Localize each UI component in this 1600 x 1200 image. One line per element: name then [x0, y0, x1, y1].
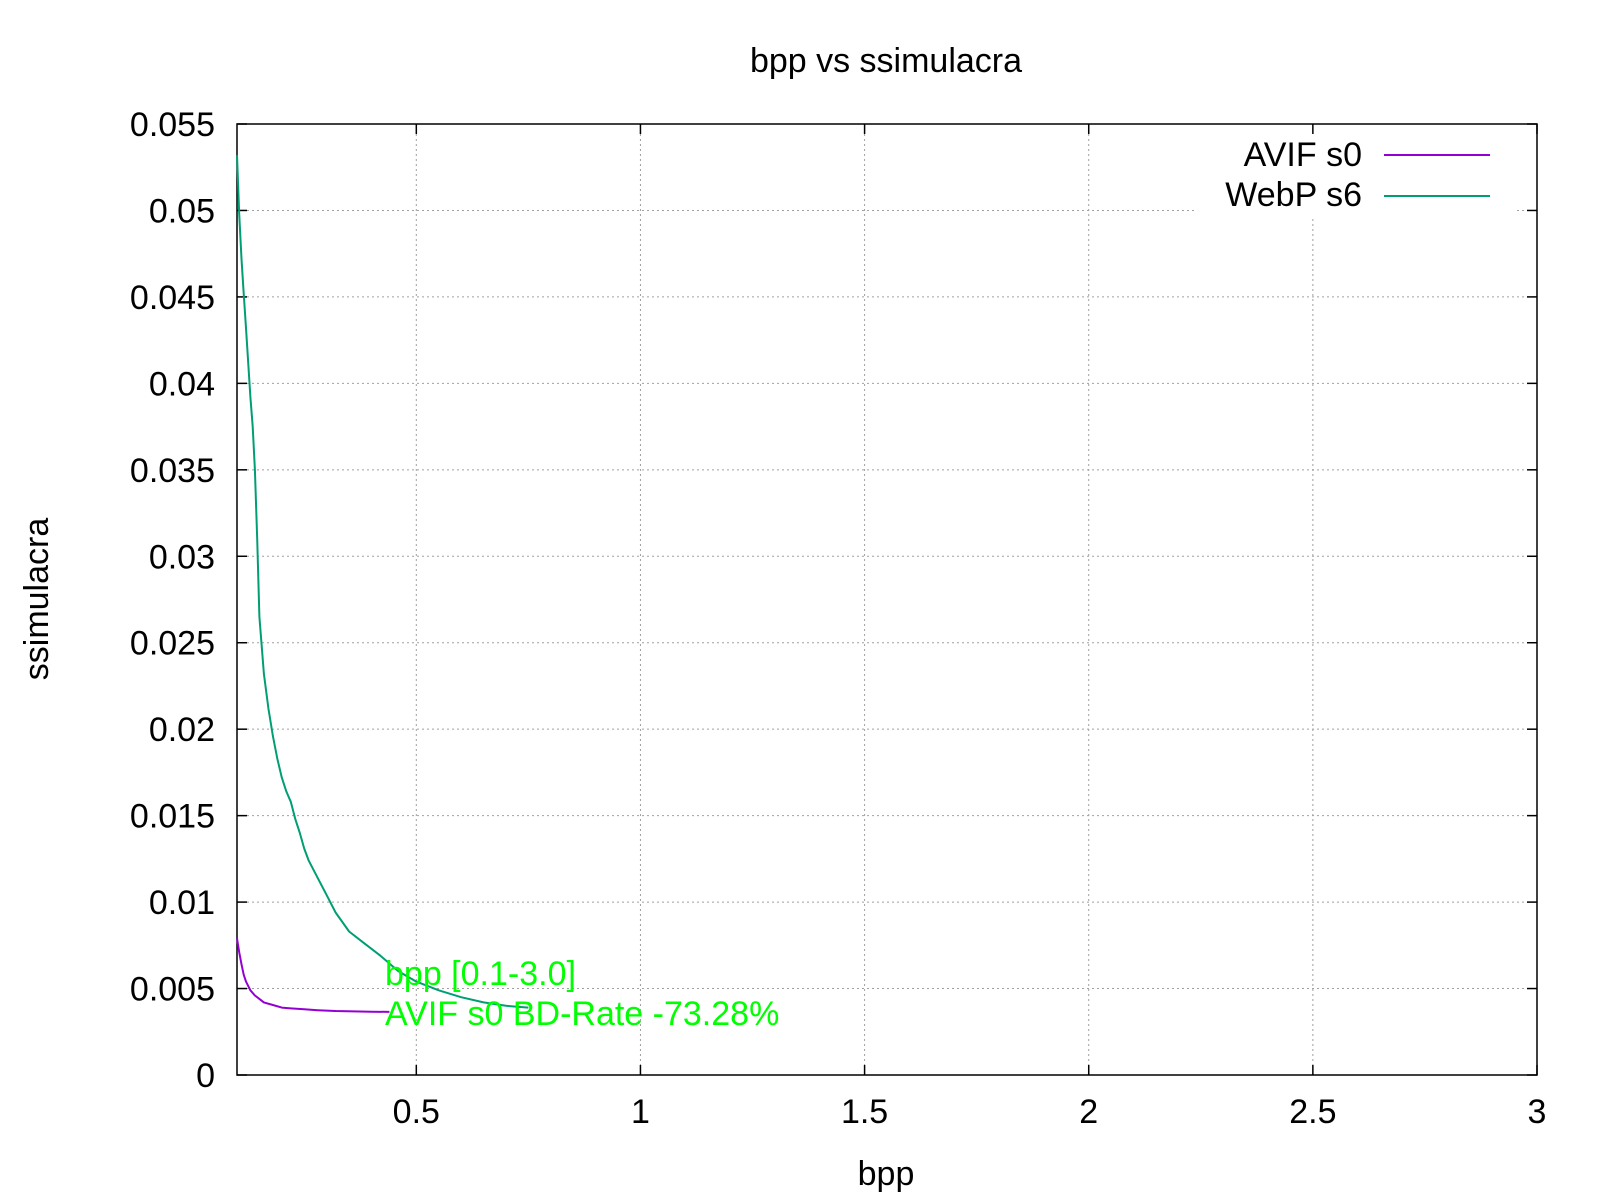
y-axis: 0 0.005 0.01 0.015 0.02 0.025 0.03 0.035 0.04 0.0… — [130, 106, 1537, 1095]
x-tick-label: 1 — [631, 1093, 650, 1131]
chart-title: bpp vs ssimulacra — [750, 42, 1022, 80]
y-tick-label: 0.01 — [149, 884, 215, 922]
plot-frame — [236, 123, 1538, 1076]
legend: AVIF s0 WebP s6 — [1195, 134, 1515, 216]
annotation-bd-rate: AVIF s0 BD-Rate -73.28% — [385, 995, 779, 1033]
x-tick-label: 0.5 — [393, 1093, 440, 1131]
y-tick-label: 0.05 — [149, 192, 215, 230]
x-axis-title: bpp — [858, 1155, 915, 1193]
y-tick-label: 0.015 — [130, 798, 215, 836]
legend-label-webp: WebP s6 — [1225, 176, 1362, 214]
x-tick-label: 1.5 — [841, 1093, 888, 1131]
y-tick-label: 0.02 — [149, 711, 215, 749]
y-tick-label: 0.04 — [149, 365, 215, 403]
annotation-bpp-range: bpp [0.1-3.0] — [385, 955, 576, 993]
legend-label-avif: AVIF s0 — [1244, 136, 1362, 174]
y-tick-label: 0.03 — [149, 538, 215, 576]
series-line-webp-s6 — [236, 155, 529, 1009]
x-axis: 0.5 1 1.5 2 2.5 3 — [393, 124, 1547, 1131]
y-tick-label: 0 — [196, 1057, 215, 1095]
y-tick-label: 0.055 — [130, 106, 215, 144]
annotations: bpp [0.1-3.0] AVIF s0 BD-Rate -73.28% — [385, 955, 779, 1033]
y-tick-label: 0.035 — [130, 452, 215, 490]
grid — [237, 124, 1537, 1075]
y-tick-label: 0.005 — [130, 971, 215, 1009]
y-tick-label: 0.025 — [130, 625, 215, 663]
y-axis-title: ssimulacra — [18, 518, 56, 681]
x-tick-label: 3 — [1528, 1093, 1547, 1131]
x-tick-label: 2 — [1079, 1093, 1098, 1131]
x-tick-label: 2.5 — [1289, 1093, 1336, 1131]
series-line-avif-s0 — [236, 938, 390, 1013]
legend-background — [1195, 134, 1515, 216]
y-tick-label: 0.045 — [130, 279, 215, 317]
series-layer — [236, 155, 529, 1013]
